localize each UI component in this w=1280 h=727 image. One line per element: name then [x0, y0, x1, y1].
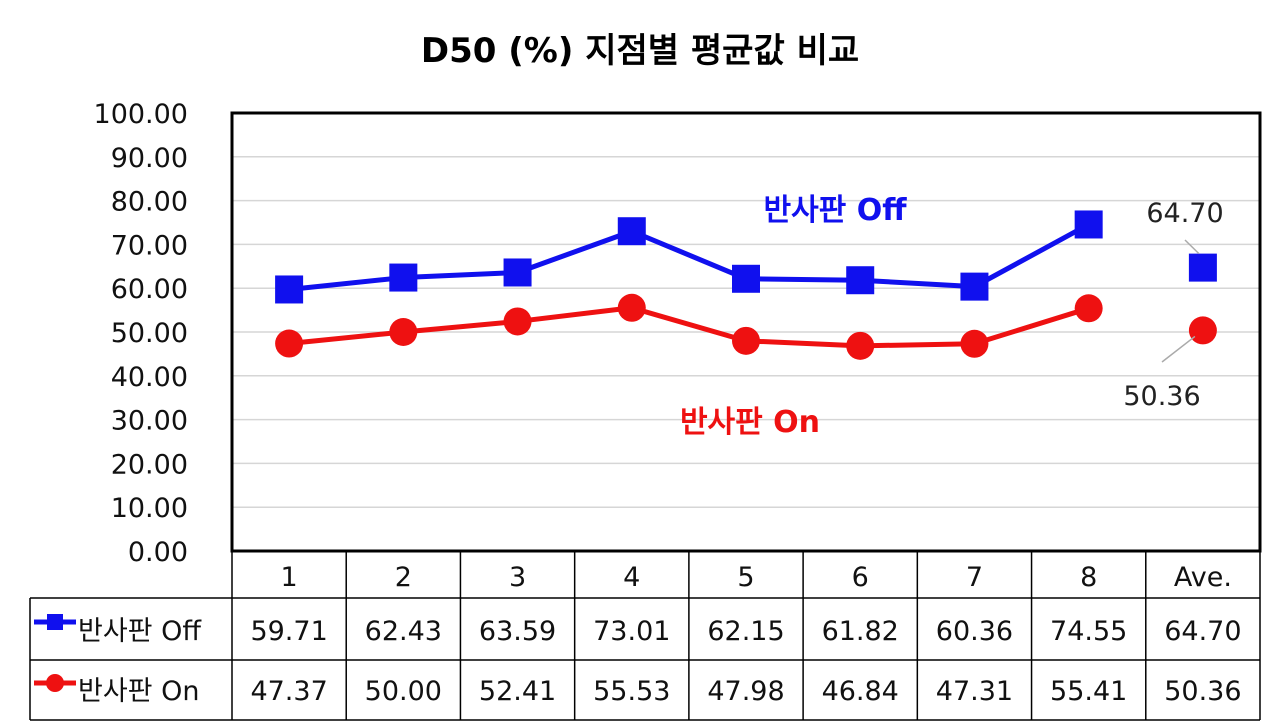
annotation-leader-off — [1184, 239, 1200, 255]
table-value-off: 62.15 — [707, 616, 784, 647]
table-value-on: 47.98 — [707, 676, 784, 707]
y-tick-label: 50.00 — [111, 318, 188, 349]
annotation-off-average: 64.70 — [1146, 198, 1223, 229]
data-point-off — [1188, 253, 1217, 282]
data-point-on — [617, 293, 646, 322]
x-category-label: 5 — [737, 562, 754, 593]
table-value-on: 50.36 — [1164, 676, 1241, 707]
data-point-off — [1074, 210, 1103, 239]
table-value-on: 55.53 — [593, 676, 670, 707]
data-point-off — [275, 275, 304, 304]
y-tick-label: 80.00 — [111, 187, 188, 218]
x-category-label: 7 — [966, 562, 983, 593]
y-tick-label: 40.00 — [111, 362, 188, 393]
series-line-on — [288, 305, 1090, 349]
x-category-label: 8 — [1080, 562, 1097, 593]
data-point-off — [846, 266, 875, 295]
x-category-label: 1 — [281, 562, 298, 593]
table-value-on: 47.37 — [250, 676, 327, 707]
table-value-off: 62.43 — [365, 616, 442, 647]
data-point-on — [1188, 316, 1217, 345]
data-point-on — [1074, 294, 1103, 323]
x-category-label: 4 — [623, 562, 640, 593]
legend-marker-on — [46, 674, 64, 692]
data-point-on — [960, 329, 989, 358]
table-value-off: 64.70 — [1164, 616, 1241, 647]
series-line-off — [288, 222, 1090, 292]
y-tick-label: 90.00 — [111, 143, 188, 174]
data-point-on — [503, 307, 532, 336]
y-tick-label: 10.00 — [111, 493, 188, 524]
table-value-off: 63.59 — [479, 616, 556, 647]
table-value-on: 52.41 — [479, 676, 556, 707]
data-point-off — [389, 263, 418, 292]
data-point-on — [732, 326, 760, 355]
table-value-on: 47.31 — [936, 676, 1013, 707]
y-tick-label: 100.00 — [94, 99, 188, 130]
x-category-label: 6 — [852, 562, 869, 593]
data-point-off — [960, 272, 989, 301]
y-tick-label: 70.00 — [111, 230, 188, 261]
legend-label-on: 반사판 On — [78, 676, 199, 707]
x-category-label: Ave. — [1174, 562, 1232, 593]
x-category-label: 2 — [395, 562, 412, 593]
table-value-off: 73.01 — [593, 616, 670, 647]
data-point-on — [275, 329, 304, 358]
x-category-label: 3 — [509, 562, 526, 593]
data-point-off — [732, 264, 760, 293]
series-inline-label-off: 반사판 Off — [763, 193, 907, 228]
table-value-off: 60.36 — [936, 616, 1013, 647]
legend-marker-off — [47, 614, 63, 630]
table-value-on: 50.00 — [365, 676, 442, 707]
table-value-off: 59.71 — [250, 616, 327, 647]
y-tick-label: 20.00 — [111, 449, 188, 480]
y-tick-label: 30.00 — [111, 406, 188, 437]
legend-label-off: 반사판 Off — [78, 616, 202, 647]
annotation-leader-on — [1161, 335, 1196, 363]
data-point-off — [617, 217, 646, 246]
y-tick-label: 60.00 — [111, 274, 188, 305]
table-value-off: 61.82 — [822, 616, 899, 647]
y-tick-label: 0.00 — [128, 537, 188, 568]
data-point-on — [846, 331, 875, 360]
table-value-on: 55.41 — [1050, 676, 1127, 707]
table-value-off: 74.55 — [1050, 616, 1127, 647]
plot-area — [230, 111, 1262, 553]
series-inline-label-on: 반사판 On — [680, 405, 820, 440]
table-value-on: 46.84 — [822, 676, 899, 707]
data-point-on — [389, 318, 418, 346]
chart-title: D50 (%) 지점별 평균값 비교 — [421, 31, 859, 71]
annotation-on-average: 50.36 — [1123, 381, 1200, 412]
data-point-off — [503, 258, 532, 287]
